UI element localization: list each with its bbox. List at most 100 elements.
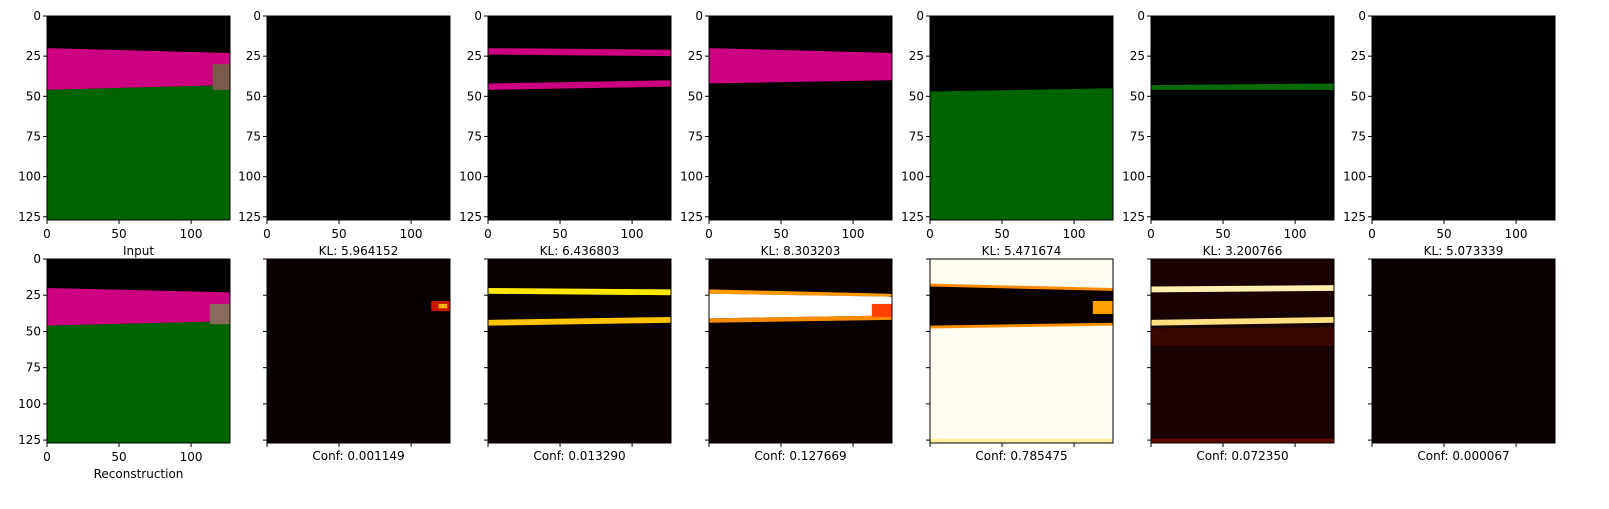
layer-band — [709, 293, 892, 319]
layer-green-line — [1151, 83, 1334, 90]
x-tick-label: 50 — [1436, 227, 1451, 241]
image-background — [267, 259, 450, 443]
axes-frame — [708, 15, 893, 221]
y-tick-label: 100 — [238, 170, 261, 184]
x-axis-label: KL: 5.471674 — [982, 244, 1062, 258]
panel-slot-4: 0 50 100 0 25 50 75 100 125 KL: 5.471674 — [901, 9, 1114, 258]
x-axis-label: Conf: 0.072350 — [1196, 449, 1288, 463]
x-tick-label: 0 — [43, 450, 51, 464]
image-layers — [488, 287, 671, 326]
y-tick-label: 125 — [1343, 210, 1366, 224]
y-tick-label: 125 — [238, 210, 261, 224]
image-layers — [930, 283, 1113, 443]
image-layers — [709, 48, 892, 84]
x-tick-label: 50 — [331, 227, 346, 241]
x-axis-label: Input — [123, 244, 154, 258]
x-axis-label: KL: 5.073339 — [1424, 244, 1504, 258]
y-tick-label: 0 — [253, 9, 261, 23]
layer-edge-top — [709, 289, 892, 297]
image-layers — [431, 301, 450, 312]
axes-frame — [46, 258, 231, 444]
x-tick-label: 0 — [926, 227, 934, 241]
image-background — [267, 16, 450, 220]
x-tick-label: 50 — [1215, 227, 1230, 241]
x-tick-label: 0 — [43, 227, 51, 241]
layer-floor — [1151, 438, 1334, 443]
x-tick-label: 0 — [1368, 227, 1376, 241]
axes-frame — [1371, 15, 1556, 221]
x-axis-label: Conf: 0.000067 — [1417, 449, 1509, 463]
panel-conf-2: Conf: 0.013290 — [484, 258, 672, 463]
y-tick-label: 100 — [680, 170, 703, 184]
y-tick-label: 75 — [688, 129, 703, 143]
y-tick-label: 100 — [1343, 170, 1366, 184]
y-tick-label: 125 — [459, 210, 482, 224]
y-tick-label: 50 — [26, 324, 41, 338]
x-tick-label: 100 — [1063, 227, 1086, 241]
image-layers — [47, 287, 230, 443]
y-tick-label: 25 — [1351, 49, 1366, 63]
axes-frame — [487, 258, 672, 444]
panel-conf-5: Conf: 0.072350 — [1147, 258, 1335, 463]
panel-conf-3: Conf: 0.127669 — [705, 258, 893, 463]
y-tick-label: 50 — [909, 89, 924, 103]
layer-object — [1092, 301, 1113, 315]
x-tick-label: 100 — [400, 227, 423, 241]
layer-line-top — [1151, 285, 1334, 293]
y-tick-label: 25 — [26, 49, 41, 63]
layer-object — [209, 303, 230, 325]
y-tick-label: 50 — [246, 89, 261, 103]
y-tick-label: 75 — [909, 129, 924, 143]
x-tick-label: 50 — [111, 227, 126, 241]
x-tick-label: 100 — [621, 227, 644, 241]
x-tick-label: 100 — [1284, 227, 1307, 241]
y-tick-label: 75 — [1130, 129, 1145, 143]
image-layers — [488, 48, 671, 90]
layer-hot-core — [438, 303, 448, 309]
image-background — [709, 16, 892, 220]
x-tick-label: 0 — [263, 227, 271, 241]
layer-object — [212, 64, 230, 90]
x-tick-label: 0 — [705, 227, 713, 241]
layer-band-top — [488, 48, 671, 57]
layer-edge-top — [930, 283, 1113, 291]
layer-edge-bottom — [709, 315, 892, 323]
image-layers — [47, 48, 230, 220]
image-background — [488, 16, 671, 220]
image-background — [1151, 16, 1334, 220]
image-background — [1372, 259, 1555, 443]
layer-edge-bottom — [930, 322, 1113, 329]
layer-green — [47, 321, 230, 443]
layer-band-bottom — [488, 316, 671, 326]
axes-frame — [1150, 258, 1335, 444]
image-layers — [1151, 285, 1334, 443]
y-tick-label: 125 — [901, 210, 924, 224]
x-tick-label: 50 — [994, 227, 1009, 241]
layer-dark-band — [930, 285, 1113, 328]
y-tick-label: 125 — [680, 210, 703, 224]
y-tick-label: 100 — [18, 170, 41, 184]
panel-slot-1: 0 50 100 0 25 50 75 100 125 KL: 5.964152 — [238, 9, 451, 258]
x-axis-label: Conf: 0.001149 — [312, 449, 404, 463]
y-tick-label: 125 — [1122, 210, 1145, 224]
axes-frame — [266, 258, 451, 444]
x-tick-label: 50 — [111, 450, 126, 464]
x-axis-label: KL: 3.200766 — [1203, 244, 1283, 258]
x-tick-label: 100 — [1505, 227, 1528, 241]
axes-frame — [929, 258, 1114, 444]
y-tick-label: 50 — [467, 89, 482, 103]
axes-frame — [266, 15, 451, 221]
y-tick-label: 100 — [18, 397, 41, 411]
y-tick-label: 0 — [1137, 9, 1145, 23]
y-tick-label: 25 — [909, 49, 924, 63]
layer-object — [871, 303, 892, 317]
x-axis-label: Conf: 0.013290 — [533, 449, 625, 463]
layer-magenta — [47, 287, 230, 326]
x-tick-label: 50 — [773, 227, 788, 241]
y-tick-label: 0 — [916, 9, 924, 23]
panel-slot-5: 0 50 100 0 25 50 75 100 125 KL: 3.200766 — [1122, 9, 1335, 258]
image-layers — [1151, 83, 1334, 90]
axes-frame — [708, 258, 893, 444]
y-tick-label: 50 — [26, 89, 41, 103]
